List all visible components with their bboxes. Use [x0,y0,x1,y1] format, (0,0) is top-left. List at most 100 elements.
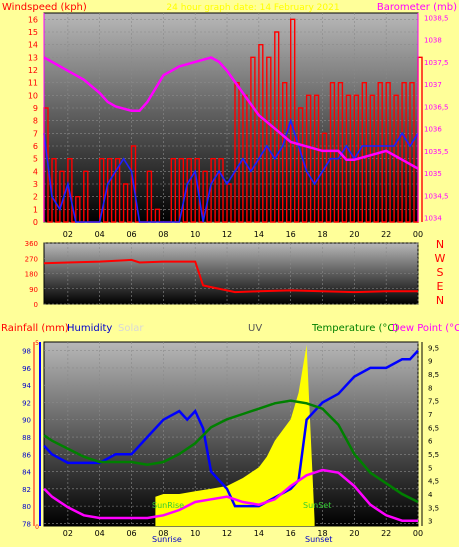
humidity-tick-label: 78 [22,520,31,528]
dir-tick-label: 360 [25,240,38,248]
solar-label: Solar [118,323,144,334]
wind-tick-label: 7 [33,129,38,138]
baro-tick-label: 1037,5 [424,59,449,67]
bot-x-tick-label: 02 [63,529,73,538]
direction-plot-area [43,242,419,305]
baro-tick-label: 1035 [424,170,442,178]
compass-letter: W [435,252,446,265]
wind-tick-label: 14 [28,41,38,50]
humidity-tick-label: 86 [22,451,31,459]
top-x-tick-label: 18 [317,230,327,239]
top-x-tick-label: 10 [190,230,200,239]
humidity-tick-label: 80 [22,503,31,511]
temp-tick-label: 7,5 [428,398,439,406]
series-humidity-line [43,349,419,508]
bot-x-tick-label: 00 [413,529,423,538]
chart-date-title: 24 hour graph date: 14 February 2021 [166,3,339,13]
bot-x-tick-label: 18 [317,529,327,538]
top-x-tick-label: 02 [63,230,73,239]
top-x-tick-label: 14 [254,230,264,239]
top-x-tick-label: 00 [413,230,423,239]
temp-tick-label: 5,5 [428,451,439,459]
sunrise-marker-label: SunRise [152,501,184,510]
bot-x-tick-label: 20 [349,529,359,538]
dir-tick-label: 270 [25,255,38,263]
wind-tick-label: 8 [33,117,38,126]
rain-tick-label: 5 [35,340,39,347]
humidity-tick-label: 94 [22,382,31,390]
wind-tick-label: 0 [33,218,38,227]
temp-tick-label: 5 [428,464,432,472]
temp-tick-label: 4,5 [428,478,439,486]
bot-x-tick-label: 08 [158,529,168,538]
humidity-tick-label: 82 [22,486,31,494]
humidity-tick-label: 96 [22,365,31,373]
baro-tick-label: 1037 [424,81,442,89]
bot-x-tick-label: 16 [286,529,296,538]
series-direction-line [43,258,418,294]
temp-tick-label: 7 [428,411,432,419]
bot-x-tick-label: 12 [222,529,232,538]
top-x-tick-label: 20 [349,230,359,239]
compass-letter: N [436,294,444,307]
humidity-tick-label: 98 [22,348,31,356]
wind-tick-label: 12 [28,66,38,75]
series-dewpoint-line [43,468,418,522]
humidity-tick-label: 90 [22,417,31,425]
compass-letter: S [437,266,444,279]
wind-tick-label: 5 [33,155,38,164]
wind-tick-label: 11 [28,79,38,88]
top-x-tick-label: 12 [222,230,232,239]
bot-x-tick-label: 22 [381,529,391,538]
top-x-tick-label: 08 [158,230,168,239]
humidity-tick-label: 92 [22,399,31,407]
uv-label: UV [248,323,262,334]
wind-tick-label: 10 [28,91,38,100]
temp-tick-label: 6,5 [428,424,439,432]
sunrise-axis-label: Sunrise [152,535,182,543]
series-solar-area [155,344,315,526]
compass-letter: E [437,280,444,293]
temp-tick-label: 6 [428,438,433,446]
baro-tick-label: 1034,5 [424,192,449,200]
bot-x-tick-label: 04 [95,529,105,538]
top-x-tick-label: 22 [381,230,391,239]
humidity-tick-label: 84 [22,469,31,477]
temp-tick-label: 9 [428,358,432,366]
bot-x-tick-label: 06 [126,529,136,538]
wind-tick-label: 2 [33,193,38,202]
top-x-tick-label: 06 [126,230,136,239]
temp-tick-label: 4 [428,491,433,499]
barometer-axis-label: Barometer (mb) [377,2,457,13]
bot-x-tick-label: 10 [190,529,200,538]
baro-tick-label: 1038 [424,37,442,45]
temp-tick-label: 3,5 [428,504,439,512]
sunset-marker-label: SunSet [303,501,331,510]
baro-tick-label: 1036,5 [424,103,449,111]
series-gust-line [43,118,419,223]
temp-tick-label: 9,5 [428,344,439,352]
rain-tick-label: 0 [35,524,39,531]
dir-tick-label: 180 [25,271,38,279]
bot-x-tick-label: 14 [254,529,264,538]
series-barometer-line [43,56,419,170]
wind-tick-label: 9 [33,104,38,113]
series-temperature-line [43,399,419,504]
dir-tick-label: 0 [34,301,38,309]
wind-tick-label: 3 [33,180,38,189]
temp-tick-label: 3 [428,518,432,526]
dewpoint-label: Dew Point (°C) [392,323,459,334]
temp-tick-label: 8,5 [428,371,439,379]
dir-tick-label: 90 [29,286,38,294]
temp-tick-label: 8 [428,384,432,392]
temperature-label: Temperature (°C) [311,323,398,334]
top-x-tick-label: 16 [286,230,296,239]
humidity-label: Humidity [67,323,112,334]
wind-tick-label: 15 [28,28,38,37]
baro-tick-label: 1034 [424,215,442,223]
rainfall-label: Rainfall (mm) [1,323,69,334]
baro-tick-label: 1036 [424,126,442,134]
series-windspeed-line [43,18,423,223]
